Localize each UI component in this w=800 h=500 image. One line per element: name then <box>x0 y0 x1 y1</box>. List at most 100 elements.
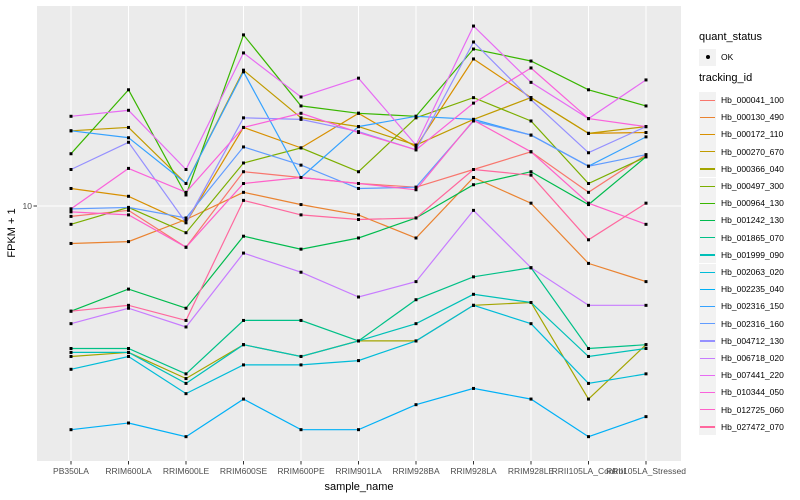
x-tick-label: PB350LA <box>53 466 89 476</box>
data-point <box>127 88 130 92</box>
x-tick-label: RRIM928BA <box>392 466 440 476</box>
data-point <box>242 116 245 120</box>
data-point <box>242 397 245 401</box>
x-tick-label: RRIM600PE <box>277 466 325 476</box>
legend-color-line <box>700 340 715 342</box>
data-point <box>472 40 475 44</box>
data-point <box>127 108 130 112</box>
legend-color-line <box>700 133 715 136</box>
data-point <box>184 231 188 235</box>
data-point <box>529 96 533 100</box>
data-point <box>414 298 418 302</box>
data-point <box>529 173 533 177</box>
legend-label: Hb_000497_300 <box>721 181 784 191</box>
data-point <box>127 208 130 212</box>
data-point <box>69 222 73 226</box>
legend-entry-Hb_000041_100: Hb_000041_100 <box>699 91 784 109</box>
x-tick-label: RRIM600LA <box>105 466 152 476</box>
data-point <box>414 280 418 284</box>
data-point <box>299 247 303 251</box>
data-point <box>414 403 418 407</box>
legend-key-swatch <box>699 332 716 350</box>
data-point <box>127 136 130 140</box>
legend-color-line <box>700 254 715 256</box>
data-point <box>299 213 303 217</box>
legend-label: Hb_001242_130 <box>721 215 784 226</box>
data-point <box>184 193 188 197</box>
x-tick-label: RRIM600LE <box>162 466 210 476</box>
legend-panel: quant_status OK tracking_id Hb_000041_10… <box>699 0 800 500</box>
legend-entry-Hb_012725_060: Hb_012725_060 <box>699 401 784 419</box>
data-point <box>127 205 130 209</box>
data-point <box>184 190 188 194</box>
data-point <box>529 201 533 205</box>
legend-label: Hb_010344_050 <box>721 387 784 398</box>
legend-key-swatch <box>699 229 716 247</box>
data-point <box>69 114 73 118</box>
legend-label: Hb_002316_150 <box>721 301 784 312</box>
data-point <box>242 145 245 149</box>
legend-color-line <box>700 151 715 153</box>
data-point <box>184 318 188 322</box>
data-point <box>299 354 303 358</box>
data-point <box>414 116 418 120</box>
data-point <box>242 51 245 55</box>
legend-color-line <box>700 219 715 222</box>
legend-color-line <box>700 99 715 101</box>
data-point <box>357 236 360 240</box>
legend-entry-Hb_000270_670: Hb_000270_670 <box>699 143 784 161</box>
legend-entry-Hb_006718_020: Hb_006718_020 <box>699 349 784 367</box>
data-point <box>69 309 73 313</box>
data-point <box>357 213 360 217</box>
data-point <box>529 170 533 174</box>
data-point <box>127 350 130 354</box>
data-point <box>357 186 360 190</box>
data-point <box>414 236 418 240</box>
data-point <box>242 170 245 174</box>
legend-label: Hb_006718_020 <box>721 353 784 363</box>
data-point <box>414 148 418 152</box>
legend-key-swatch <box>699 366 716 384</box>
data-point <box>529 150 533 154</box>
data-point <box>472 303 475 307</box>
data-point <box>127 125 130 129</box>
data-point <box>184 221 188 225</box>
data-point <box>242 318 245 322</box>
legend-key-swatch <box>699 125 716 143</box>
data-point <box>587 164 590 168</box>
data-point <box>587 346 590 350</box>
data-point <box>242 198 245 202</box>
legend-key-swatch <box>699 211 716 229</box>
data-point <box>587 117 590 121</box>
data-point <box>127 140 130 144</box>
legend-entry-Hb_000497_300: Hb_000497_300 <box>699 177 784 195</box>
data-point <box>414 188 418 192</box>
legend-color-line <box>700 305 715 308</box>
data-point <box>242 234 245 238</box>
data-point <box>529 397 533 401</box>
legend-color-line <box>700 323 715 325</box>
data-point <box>529 322 533 326</box>
data-point <box>69 350 73 354</box>
x-tick-label: RRIM600SE <box>219 466 268 476</box>
data-point <box>472 386 475 390</box>
legend-entry-Hb_000964_130: Hb_000964_130 <box>699 194 784 212</box>
data-point <box>69 214 73 218</box>
legend-label: Hb_027472_070 <box>721 421 784 432</box>
data-point <box>69 152 73 156</box>
data-point <box>69 207 73 211</box>
data-point <box>127 306 130 310</box>
data-point <box>414 339 418 343</box>
data-point <box>587 238 590 242</box>
data-point <box>644 135 648 139</box>
data-point <box>357 218 360 222</box>
legend-label: Hb_000270_670 <box>721 146 784 157</box>
data-point <box>472 208 475 212</box>
data-point <box>69 367 73 371</box>
data-point <box>299 270 303 274</box>
data-point <box>127 166 130 170</box>
legend-entry-Hb_001242_130: Hb_001242_130 <box>699 211 784 229</box>
x-tick-label: RRII105LA_Stressed <box>606 466 686 476</box>
ok-point-icon <box>705 55 710 59</box>
